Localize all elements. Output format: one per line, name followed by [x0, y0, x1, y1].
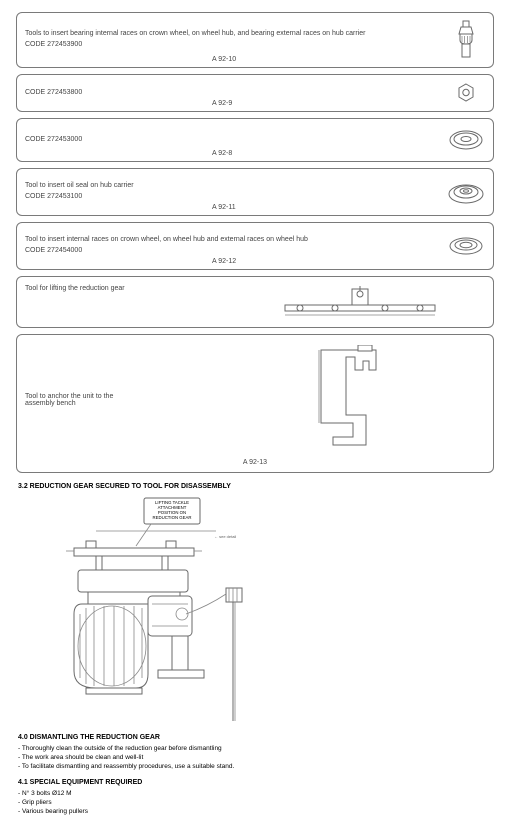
- anchor-tool-box: Tool to anchor the unit to the assembly …: [16, 334, 494, 473]
- section-4-0-list: - Thoroughly clean the outside of the re…: [18, 745, 494, 771]
- tool-box-4: Tool to insert oil seal on hub carrier C…: [16, 168, 494, 216]
- lifting-tool-box: Tool for lifting the reduction gear: [16, 276, 494, 328]
- callout-l4: REDUCTION GEAR: [153, 515, 192, 520]
- section-4-1-title: 4.1 SPECIAL EQUIPMENT REQUIRED: [18, 779, 494, 786]
- list-item: - Thoroughly clean the outside of the re…: [18, 745, 494, 754]
- tool-icon-ring: [445, 235, 487, 257]
- reduction-gear-diagram: LIFTING TACKLE ATTACHMENT POSITION ON RE…: [36, 496, 494, 726]
- anchor-tool-diagram: [217, 345, 485, 455]
- tool-text: CODE 272453000: [25, 136, 445, 145]
- tool-code: CODE 272453800: [25, 89, 82, 98]
- tool-text: Tools to insert bearing internal races o…: [25, 30, 445, 50]
- tool-icon-bearing: [445, 128, 487, 152]
- tool-text: CODE 272453800: [25, 89, 445, 98]
- tool-box-2: CODE 272453800 A 92-9: [16, 74, 494, 112]
- section-4-1-list: - N° 3 bolts Ø12 M - Grip pliers - Vario…: [18, 790, 494, 816]
- tool-icon-installer: [445, 20, 487, 60]
- lifting-tool-diagram: [234, 285, 485, 319]
- anchor-tool-desc: Tool to anchor the unit to the assembly …: [25, 393, 135, 407]
- tool-ref: A 92-12: [212, 258, 236, 265]
- list-item: - Various bearing pullers: [18, 808, 494, 817]
- tool-desc: Tool to insert internal races on crown w…: [25, 236, 445, 245]
- tool-code: CODE 272453100: [25, 193, 82, 202]
- tool-ref: A 92-10: [212, 56, 236, 63]
- tool-code: CODE 272453000: [25, 136, 82, 145]
- svg-text:← see detail: ← see detail: [214, 534, 236, 539]
- tool-text: Tool to insert oil seal on hub carrier C…: [25, 182, 445, 202]
- tool-icon-nut: [445, 82, 487, 104]
- tool-box-3: CODE 272453000 A 92-8: [16, 118, 494, 162]
- tool-code: CODE 272453900: [25, 41, 82, 50]
- lifting-tool-desc: Tool for lifting the reduction gear: [25, 285, 125, 292]
- list-item: - N° 3 bolts Ø12 M: [18, 790, 494, 799]
- tool-desc: Tools to insert bearing internal races o…: [25, 30, 445, 39]
- anchor-tool-ref: A 92-13: [25, 459, 485, 466]
- tool-code: CODE 272454000: [25, 247, 82, 256]
- tool-ref: A 92-11: [212, 204, 236, 211]
- tool-icon-seal-installer: [445, 179, 487, 205]
- tool-box-5: Tool to insert internal races on crown w…: [16, 222, 494, 270]
- tool-desc: Tool to insert oil seal on hub carrier: [25, 182, 445, 191]
- section-4-0-title: 4.0 DISMANTLING THE REDUCTION GEAR: [18, 734, 494, 741]
- section-3-2-title: 3.2 REDUCTION GEAR SECURED TO TOOL FOR D…: [18, 483, 494, 490]
- tool-ref: A 92-8: [212, 150, 232, 157]
- list-item: - Grip pliers: [18, 799, 494, 808]
- list-item: - The work area should be clean and well…: [18, 754, 494, 763]
- list-item: - To facilitate dismantling and reassemb…: [18, 763, 494, 772]
- tool-ref: A 92-9: [212, 100, 232, 107]
- tool-box-1: Tools to insert bearing internal races o…: [16, 12, 494, 68]
- tool-text: Tool to insert internal races on crown w…: [25, 236, 445, 256]
